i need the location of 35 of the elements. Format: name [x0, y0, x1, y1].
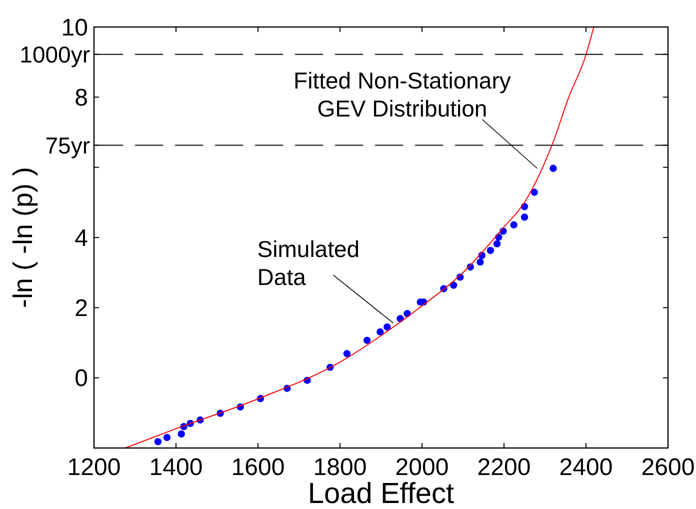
point [486, 246, 494, 254]
x-tick-label: 2400 [559, 454, 613, 481]
point [510, 221, 518, 228]
y-tick-label: 2 [74, 295, 88, 322]
ref-line-label: 75yr [45, 132, 90, 158]
point [550, 164, 557, 172]
x-tick-label: 1400 [149, 454, 203, 481]
point [178, 430, 185, 438]
point [363, 336, 371, 344]
point [384, 323, 391, 331]
y-axis-title: -ln ( -ln (p) ) [8, 167, 38, 308]
point [154, 438, 162, 446]
x-tick-label: 2000 [395, 454, 449, 481]
x-tick-label: 1800 [313, 454, 367, 481]
point [520, 214, 528, 221]
y-tick-label: 0 [74, 365, 88, 392]
y-tick-label: 8 [74, 84, 88, 112]
y-tick-label: 4 [74, 224, 88, 252]
annotation: Simulated Data [257, 236, 360, 290]
x-axis-title: Load Effect [308, 478, 454, 509]
point [163, 434, 171, 442]
point [493, 240, 501, 248]
line-series [124, 27, 594, 448]
y-tick-label: 10 [61, 14, 88, 42]
x-tick-label: 1200 [67, 454, 121, 481]
point [343, 350, 351, 358]
point [476, 258, 484, 266]
x-tick-label: 2600 [641, 454, 695, 481]
point [530, 188, 538, 196]
ref-line-label: 1000yr [20, 41, 90, 68]
point [450, 282, 458, 289]
x-tick-label: 2200 [477, 454, 531, 481]
point [376, 328, 384, 336]
x-tick-label: 1600 [231, 454, 285, 481]
annotation: Fitted Non-Stationary GEV Distribution [294, 67, 512, 122]
